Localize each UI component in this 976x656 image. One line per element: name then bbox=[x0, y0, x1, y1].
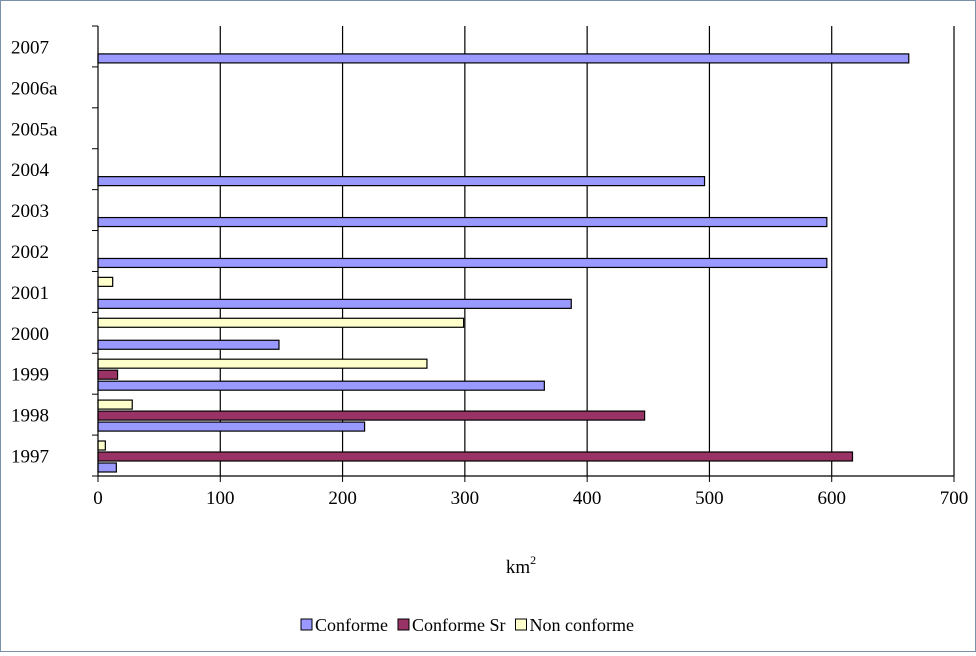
y-tick-label: 1999 bbox=[11, 365, 49, 386]
x-tick-label: 700 bbox=[940, 488, 969, 509]
grid-lines bbox=[219, 26, 955, 476]
y-tick-label: 1998 bbox=[11, 406, 49, 427]
y-tick-label: 2007 bbox=[11, 37, 49, 58]
legend-swatch bbox=[300, 618, 313, 631]
legend: Conforme Conforme Sr Non conforme bbox=[300, 615, 634, 635]
y-tick-label: 2006a bbox=[11, 78, 58, 99]
bar-non-conforme bbox=[97, 276, 114, 287]
y-tick-label: 2004 bbox=[11, 160, 50, 181]
axes bbox=[92, 25, 955, 482]
y-tick-label: 2001 bbox=[11, 283, 49, 304]
bar-conforme bbox=[97, 421, 366, 432]
bar-non-conforme bbox=[97, 440, 106, 451]
bar-conforme bbox=[97, 380, 545, 391]
legend-swatch bbox=[514, 618, 527, 631]
legend-swatch bbox=[397, 618, 410, 631]
legend-label: Non conforme bbox=[529, 615, 633, 635]
y-tick-label: 2005a bbox=[11, 119, 58, 140]
y-tick-label: 2000 bbox=[11, 324, 49, 345]
x-tick-label: 400 bbox=[573, 488, 602, 509]
x-tick-label: 200 bbox=[328, 488, 357, 509]
x-tick-label: 300 bbox=[451, 488, 480, 509]
bars bbox=[97, 53, 910, 473]
bar-non-conforme bbox=[97, 358, 428, 369]
legend-label: Conforme bbox=[315, 615, 388, 635]
x-axis-label: km2 bbox=[506, 553, 536, 578]
legend-label: Conforme Sr bbox=[412, 615, 506, 635]
x-tick-label: 500 bbox=[695, 488, 724, 509]
bar-conforme bbox=[97, 339, 280, 350]
bar-conforme bbox=[97, 176, 706, 187]
x-tick-labels: 0 100 200 300 400 500 600 700 bbox=[93, 488, 968, 509]
bar-conforme-sr bbox=[97, 410, 646, 421]
bar-conforme-sr bbox=[97, 451, 854, 462]
bar-conforme bbox=[97, 462, 117, 473]
bar-conforme bbox=[97, 216, 828, 228]
bar-non-conforme bbox=[97, 399, 133, 410]
x-tick-label: 600 bbox=[817, 488, 846, 509]
bar-conforme bbox=[97, 257, 828, 269]
y-tick-label: 2003 bbox=[11, 201, 49, 222]
y-tick-labels: 1997 1998 1999 2000 2001 2002 2003 2004 2005a 200… bbox=[11, 37, 58, 467]
bar-conforme-sr bbox=[97, 369, 119, 380]
bar-conforme bbox=[97, 298, 572, 309]
bar-conforme bbox=[97, 53, 910, 64]
x-tick-label: 100 bbox=[206, 488, 235, 509]
y-tick-label: 2002 bbox=[11, 242, 49, 263]
y-tick-label: 1997 bbox=[11, 447, 49, 468]
bar-non-conforme bbox=[97, 317, 465, 328]
x-tick-label: 0 bbox=[93, 488, 103, 509]
